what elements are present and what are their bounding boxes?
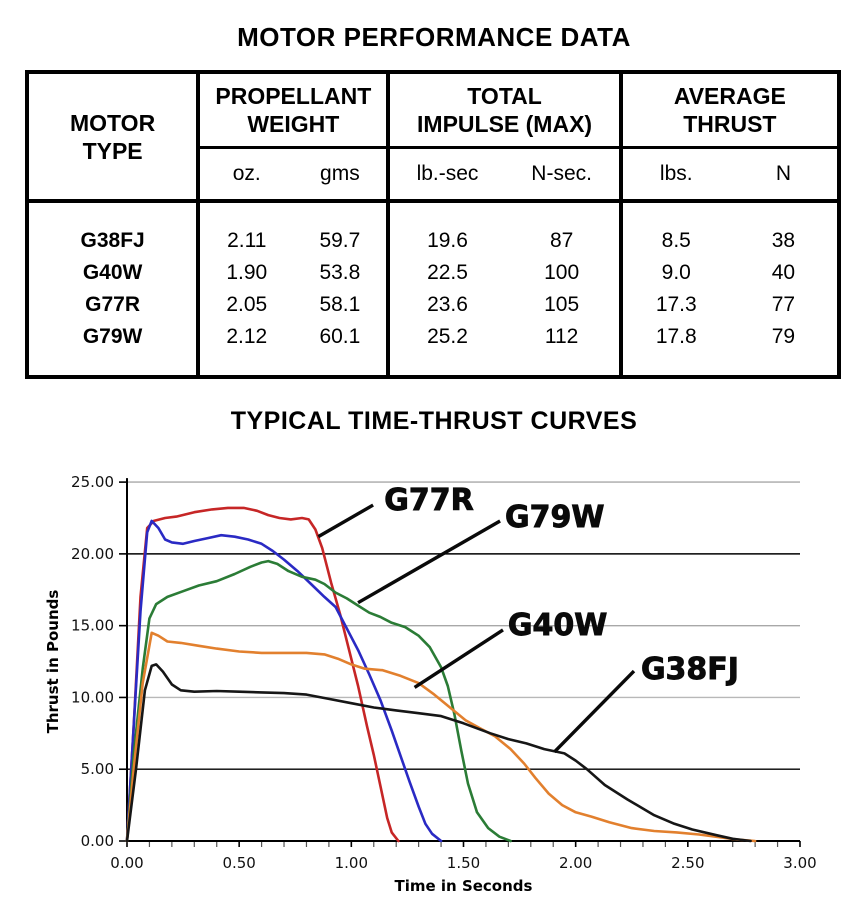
motor-performance-table: MOTOR TYPE PROPELLANT WEIGHT TOTAL IMPUL… <box>25 70 841 379</box>
value-lbs: 17.8 <box>655 325 697 348</box>
value-n-sec: 105 <box>544 293 580 316</box>
motor-name: G40W <box>82 261 143 284</box>
unit-n: N <box>729 146 839 201</box>
col-header-average-thrust: AVERAGE THRUST <box>618 72 839 148</box>
curve-G38FJ <box>125 663 752 843</box>
pointer-line-G38FJ <box>553 669 636 754</box>
y-tick-label: 20.00 <box>71 545 114 563</box>
value-oz: 2.11 <box>227 229 267 252</box>
value-n: 77 <box>771 293 796 316</box>
value-n-sec: 87 <box>549 229 574 252</box>
curve-label-G38FJ: G38FJ <box>641 652 739 687</box>
curve-label-G77R: G77R <box>384 483 473 518</box>
motor-name: G38FJ <box>80 229 145 252</box>
x-tick-label: 0.50 <box>222 854 255 872</box>
col-header-line: TYPE <box>82 137 143 164</box>
value-gms: 53.8 <box>319 261 361 284</box>
lbs-values-cell: 8.5 9.0 17.3 17.8 <box>618 199 730 377</box>
y-tick-label: 0.00 <box>81 832 114 850</box>
value-lb-sec: 23.6 <box>427 293 468 316</box>
unit-lb-sec: lb.-sec <box>386 146 505 201</box>
unit-lbs: lbs. <box>618 146 730 201</box>
y-axis-title: Thrust in Pounds <box>44 590 62 734</box>
col-header-line: MOTOR <box>70 109 156 136</box>
value-gms: 58.1 <box>319 293 361 316</box>
value-lb-sec: 22.5 <box>427 261 468 284</box>
pointer-line-G79W <box>357 519 501 605</box>
value-lb-sec: 25.2 <box>427 325 468 348</box>
col-header-total-impulse: TOTAL IMPULSE (MAX) <box>386 72 621 148</box>
curve-label-G40W: G40W <box>508 608 607 643</box>
col-header-line: TOTAL <box>467 83 542 109</box>
motor-name: G79W <box>82 325 143 348</box>
value-lbs: 8.5 <box>661 229 691 252</box>
col-header-line: WEIGHT <box>247 111 340 137</box>
value-gms: 60.1 <box>319 325 361 348</box>
y-tick-label: 15.00 <box>71 617 114 635</box>
col-header-line: AVERAGE <box>673 83 786 109</box>
x-tick-label: 0.00 <box>110 854 143 872</box>
table-title: MOTOR PERFORMANCE DATA <box>237 22 631 52</box>
pointer-line-G77R <box>317 503 374 539</box>
x-axis-title: Time in Seconds <box>395 877 533 895</box>
curve-unlabeled-blue <box>125 519 443 843</box>
x-tick-label: 1.50 <box>447 854 480 872</box>
x-tick-label: 1.00 <box>335 854 368 872</box>
chart-title: TYPICAL TIME-THRUST CURVES <box>230 407 638 435</box>
value-oz: 1.90 <box>226 261 268 284</box>
data-body-row: G38FJ G40W G77R G79W 2.11 1.90 2.05 2.12… <box>27 199 839 377</box>
curve-G77R <box>125 506 400 843</box>
value-n: 40 <box>771 261 796 284</box>
gms-values-cell: 59.7 53.8 58.1 60.1 <box>293 199 389 377</box>
motor-name: G77R <box>85 293 141 316</box>
n-sec-values-cell: 87 100 105 112 <box>504 199 621 377</box>
value-oz: 2.12 <box>226 325 268 348</box>
col-header-line: IMPULSE (MAX) <box>417 111 593 137</box>
value-lbs: 17.3 <box>655 293 697 316</box>
unit-oz: oz. <box>196 146 294 201</box>
unit-n-sec: N-sec. <box>504 146 621 201</box>
col-header-motor-type: MOTOR TYPE <box>27 72 198 201</box>
x-tick-label: 2.50 <box>671 854 704 872</box>
y-tick-label: 10.00 <box>71 688 114 706</box>
y-tick-label: 5.00 <box>81 760 114 778</box>
col-header-line: PROPELLANT <box>215 83 372 109</box>
value-lbs: 9.0 <box>661 261 691 284</box>
x-tick-label: 2.00 <box>559 854 592 872</box>
curve-G79W <box>125 559 512 843</box>
unit-gms: gms <box>293 146 389 201</box>
lb-sec-values-cell: 19.6 22.5 23.6 25.2 <box>386 199 505 377</box>
value-n: 38 <box>771 229 796 252</box>
y-tick-label: 25.00 <box>71 473 114 491</box>
col-header-line: THRUST <box>683 111 777 137</box>
pointer-line-G40W <box>413 628 504 689</box>
value-n-sec: 112 <box>544 325 579 348</box>
col-header-propellant-weight: PROPELLANT WEIGHT <box>196 72 389 148</box>
motor-names-cell: G38FJ G40W G77R G79W <box>27 199 199 377</box>
value-lb-sec: 19.6 <box>427 229 468 252</box>
value-n-sec: 100 <box>544 261 580 284</box>
oz-values-cell: 2.11 1.90 2.05 2.12 <box>196 199 294 377</box>
value-n: 79 <box>771 325 796 348</box>
curve-G40W <box>125 631 757 843</box>
header-row: MOTOR TYPE PROPELLANT WEIGHT TOTAL IMPUL… <box>27 72 839 164</box>
n-values-cell: 38 40 77 79 <box>729 199 839 377</box>
units-row: oz. gms lb.-sec N-sec. lbs. N <box>27 146 839 201</box>
value-gms: 59.7 <box>319 229 361 252</box>
curve-label-G79W: G79W <box>505 500 604 535</box>
x-tick-label: 3.00 <box>783 854 816 872</box>
value-oz: 2.05 <box>226 293 268 316</box>
